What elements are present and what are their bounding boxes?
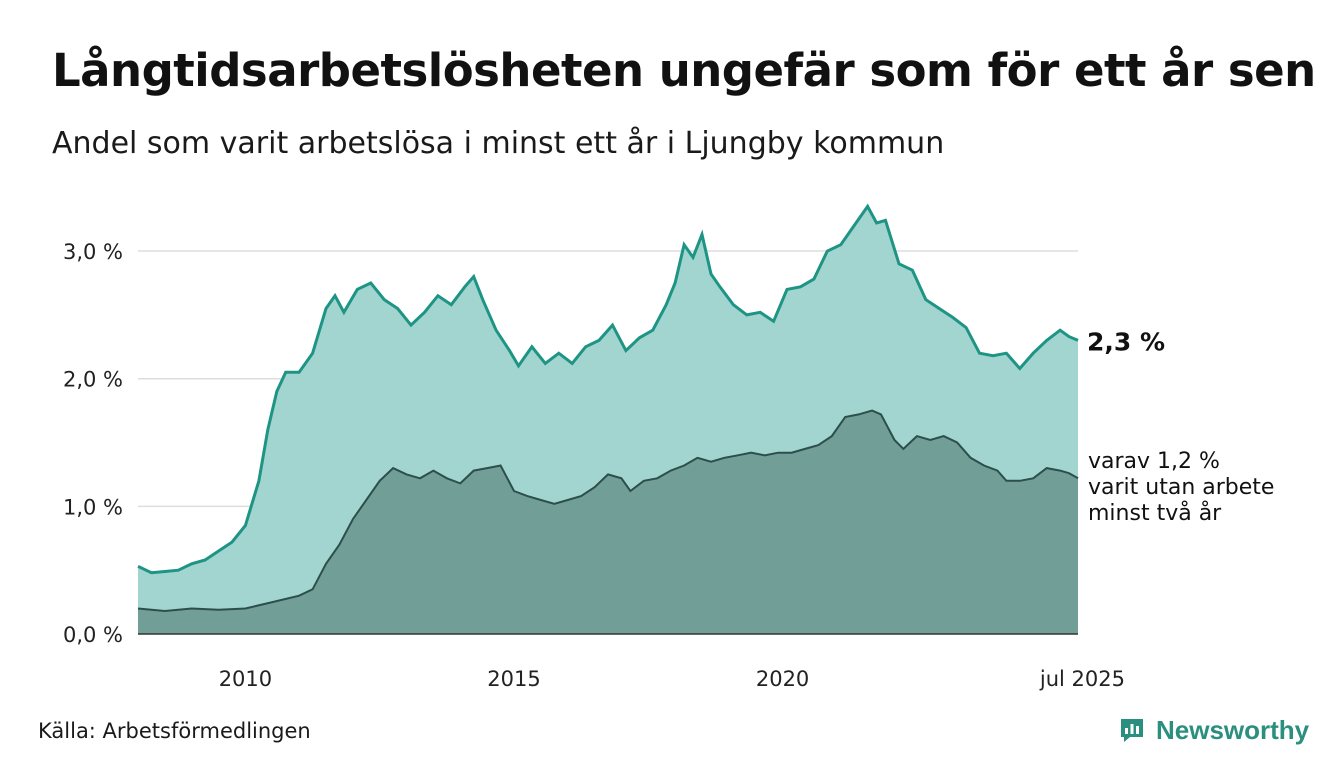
end-label-line: minst två år (1088, 500, 1222, 526)
end-label-line: varit utan arbete (1088, 475, 1274, 500)
y-tick-label: 1,0 % (63, 495, 123, 519)
chart-title: Långtidsarbetslösheten ungefär som för e… (52, 44, 1316, 97)
y-tick-label: 3,0 % (63, 240, 123, 264)
source-note: Källa: Arbetsförmedlingen (38, 719, 311, 743)
y-tick-label: 2,0 % (63, 368, 123, 392)
end-label-line: varav 1,2 % (1088, 449, 1220, 474)
newsworthy-logo[interactable]: Newsworthy (1118, 713, 1309, 747)
x-tick-label: jul 2025 (1039, 667, 1125, 691)
x-tick-label: 2015 (487, 667, 540, 691)
chart-subtitle: Andel som varit arbetslösa i minst ett å… (52, 126, 945, 161)
y-axis: 0,0 % 1,0 % 2,0 % 3,0 % (63, 240, 123, 647)
line-minst-tva-ar (137, 409, 1079, 613)
end-label-minst-ett-ar: 2,3 % (1087, 327, 1165, 356)
y-tick-label: 0,0 % (63, 623, 123, 647)
area-minst-tva-ar (138, 410, 1078, 634)
line-minst-ett-ar (137, 203, 1079, 575)
x-axis: 2010 2015 2020 jul 2025 (219, 667, 1125, 691)
end-label-minst-tva-ar: varav 1,2 % varit utan arbete minst två år (1088, 449, 1274, 526)
x-tick-label: 2020 (756, 667, 809, 691)
newsworthy-logo-icon (1121, 719, 1143, 742)
x-tick-label: 2010 (219, 667, 272, 691)
newsworthy-logo-text: Newsworthy (1156, 714, 1310, 745)
